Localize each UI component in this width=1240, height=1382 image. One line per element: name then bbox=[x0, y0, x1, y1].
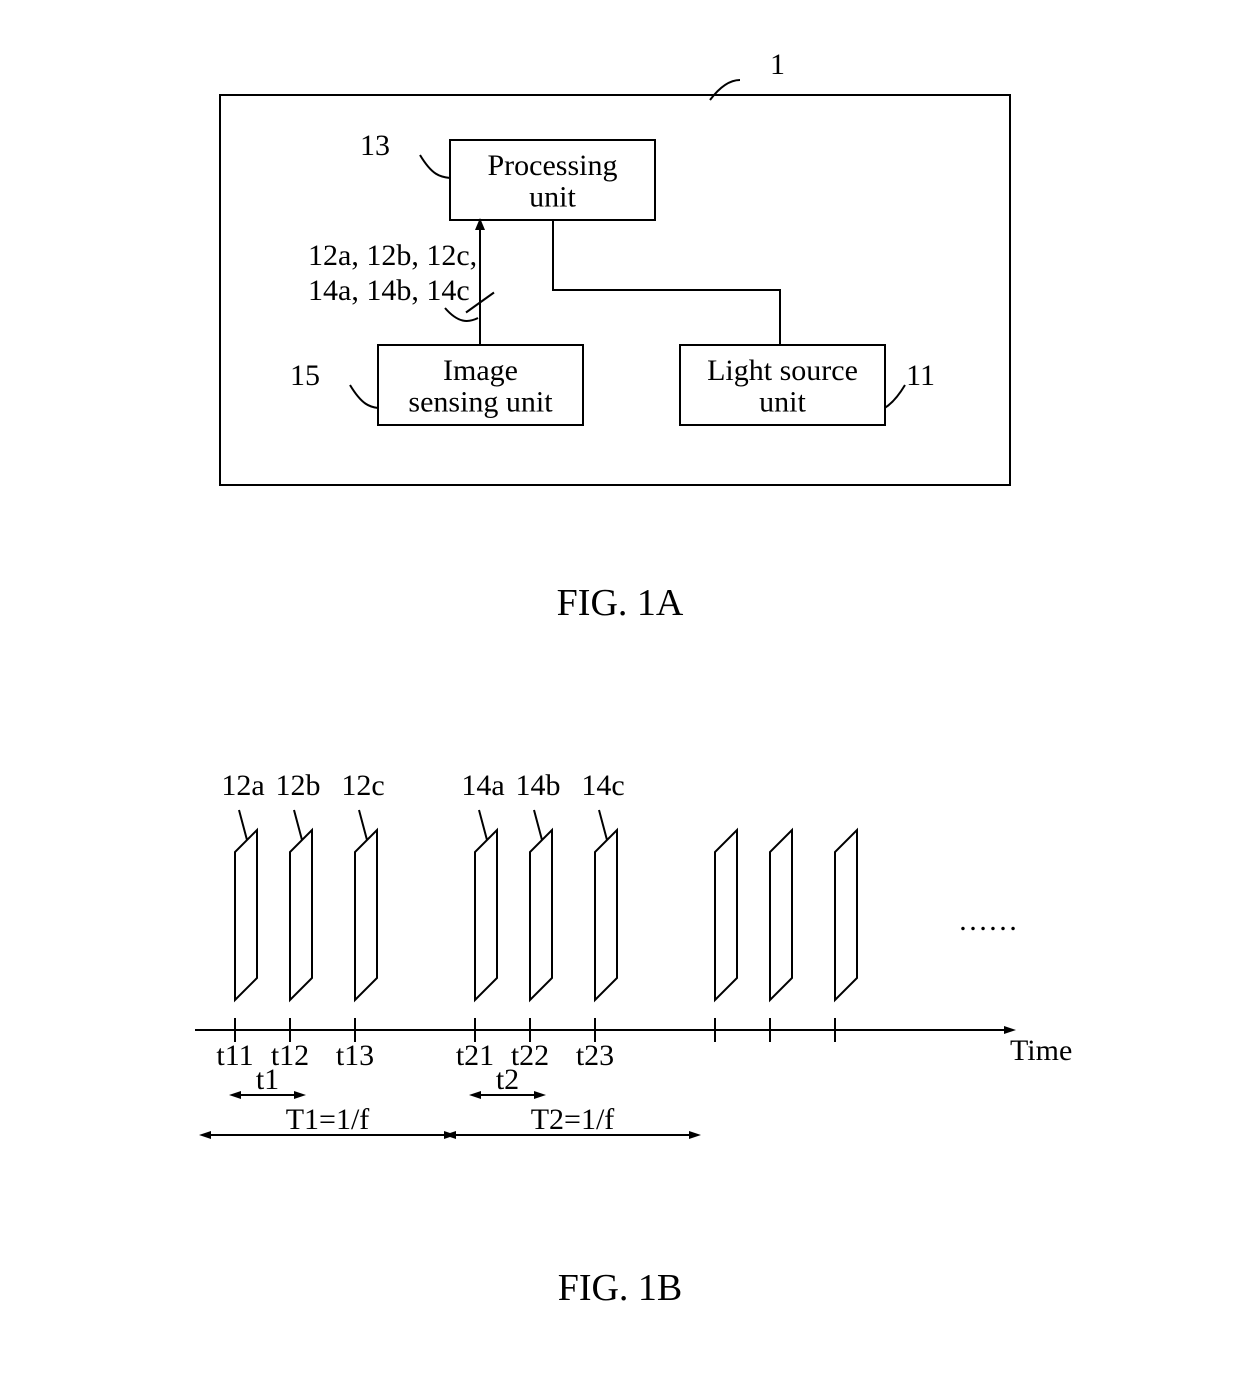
frame-icon bbox=[475, 830, 497, 1000]
frame-icon bbox=[595, 830, 617, 1000]
frame-ref-leader bbox=[239, 810, 247, 840]
frame-icon bbox=[235, 830, 257, 1000]
system-ref-leader bbox=[710, 80, 740, 100]
light-source-unit-label: unit bbox=[759, 385, 806, 418]
light-source-unit-label: Light source bbox=[707, 354, 858, 387]
frame-icon bbox=[770, 830, 792, 1000]
span-label: t2 bbox=[496, 1063, 519, 1096]
frame-icon bbox=[530, 830, 552, 1000]
frame-ref-label: 12c bbox=[341, 769, 384, 802]
frame-icon bbox=[835, 830, 857, 1000]
processing-unit-label: unit bbox=[529, 180, 576, 213]
frame-ref-leader bbox=[479, 810, 487, 840]
frame-ref-label: 14c bbox=[581, 769, 624, 802]
image-sensing-unit-ref-leader bbox=[350, 385, 378, 408]
tick-label: t11 bbox=[216, 1039, 253, 1072]
signal-list-label: 12a, 12b, 12c, bbox=[308, 239, 477, 272]
period-label: T2=1/f bbox=[531, 1103, 615, 1136]
frame-ref-leader bbox=[599, 810, 607, 840]
ellipsis: …… bbox=[958, 904, 1018, 937]
image-sensing-unit-label: sensing unit bbox=[408, 385, 553, 418]
signal-list-label: 14a, 14b, 14c bbox=[308, 274, 470, 307]
fig-1b-caption: FIG. 1B bbox=[558, 1267, 683, 1309]
light-source-unit-ref-leader bbox=[885, 385, 905, 408]
span-label: t1 bbox=[256, 1063, 279, 1096]
system-ref-label: 1 bbox=[770, 48, 785, 81]
frame-ref-label: 14a bbox=[461, 769, 504, 802]
frame-icon bbox=[355, 830, 377, 1000]
processing-unit-label: Processing bbox=[488, 149, 618, 182]
fig-1a-caption: FIG. 1A bbox=[557, 582, 684, 624]
period-label: T1=1/f bbox=[286, 1103, 370, 1136]
frame-ref-label: 14b bbox=[516, 769, 561, 802]
frame-icon bbox=[290, 830, 312, 1000]
frame-ref-leader bbox=[359, 810, 367, 840]
tick-label: t21 bbox=[456, 1039, 494, 1072]
signal-list-leader bbox=[445, 308, 478, 321]
time-axis-label: Time bbox=[1010, 1034, 1072, 1067]
frame-icon bbox=[715, 830, 737, 1000]
light-source-unit-ref: 11 bbox=[906, 359, 935, 392]
image-sensing-unit-label: Image bbox=[443, 354, 518, 387]
tick-label: t23 bbox=[576, 1039, 614, 1072]
processing-unit-ref: 13 bbox=[360, 129, 390, 162]
frame-ref-leader bbox=[534, 810, 542, 840]
processing-unit-ref-leader bbox=[420, 155, 450, 178]
tick-label: t13 bbox=[336, 1039, 374, 1072]
processing-to-lightsource-line bbox=[553, 220, 780, 345]
frame-ref-leader bbox=[294, 810, 302, 840]
frame-ref-label: 12a bbox=[221, 769, 264, 802]
frame-ref-label: 12b bbox=[276, 769, 321, 802]
image-sensing-unit-ref: 15 bbox=[290, 359, 320, 392]
